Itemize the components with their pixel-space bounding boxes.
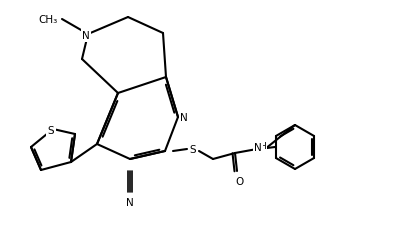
Text: N: N xyxy=(82,31,90,41)
Text: N: N xyxy=(254,142,262,152)
Text: S: S xyxy=(190,144,196,154)
Text: CH₃: CH₃ xyxy=(39,15,58,25)
Text: H: H xyxy=(259,142,265,151)
Text: O: O xyxy=(235,176,243,186)
Text: N: N xyxy=(126,197,134,207)
Text: N: N xyxy=(180,112,188,122)
Text: S: S xyxy=(48,125,54,135)
